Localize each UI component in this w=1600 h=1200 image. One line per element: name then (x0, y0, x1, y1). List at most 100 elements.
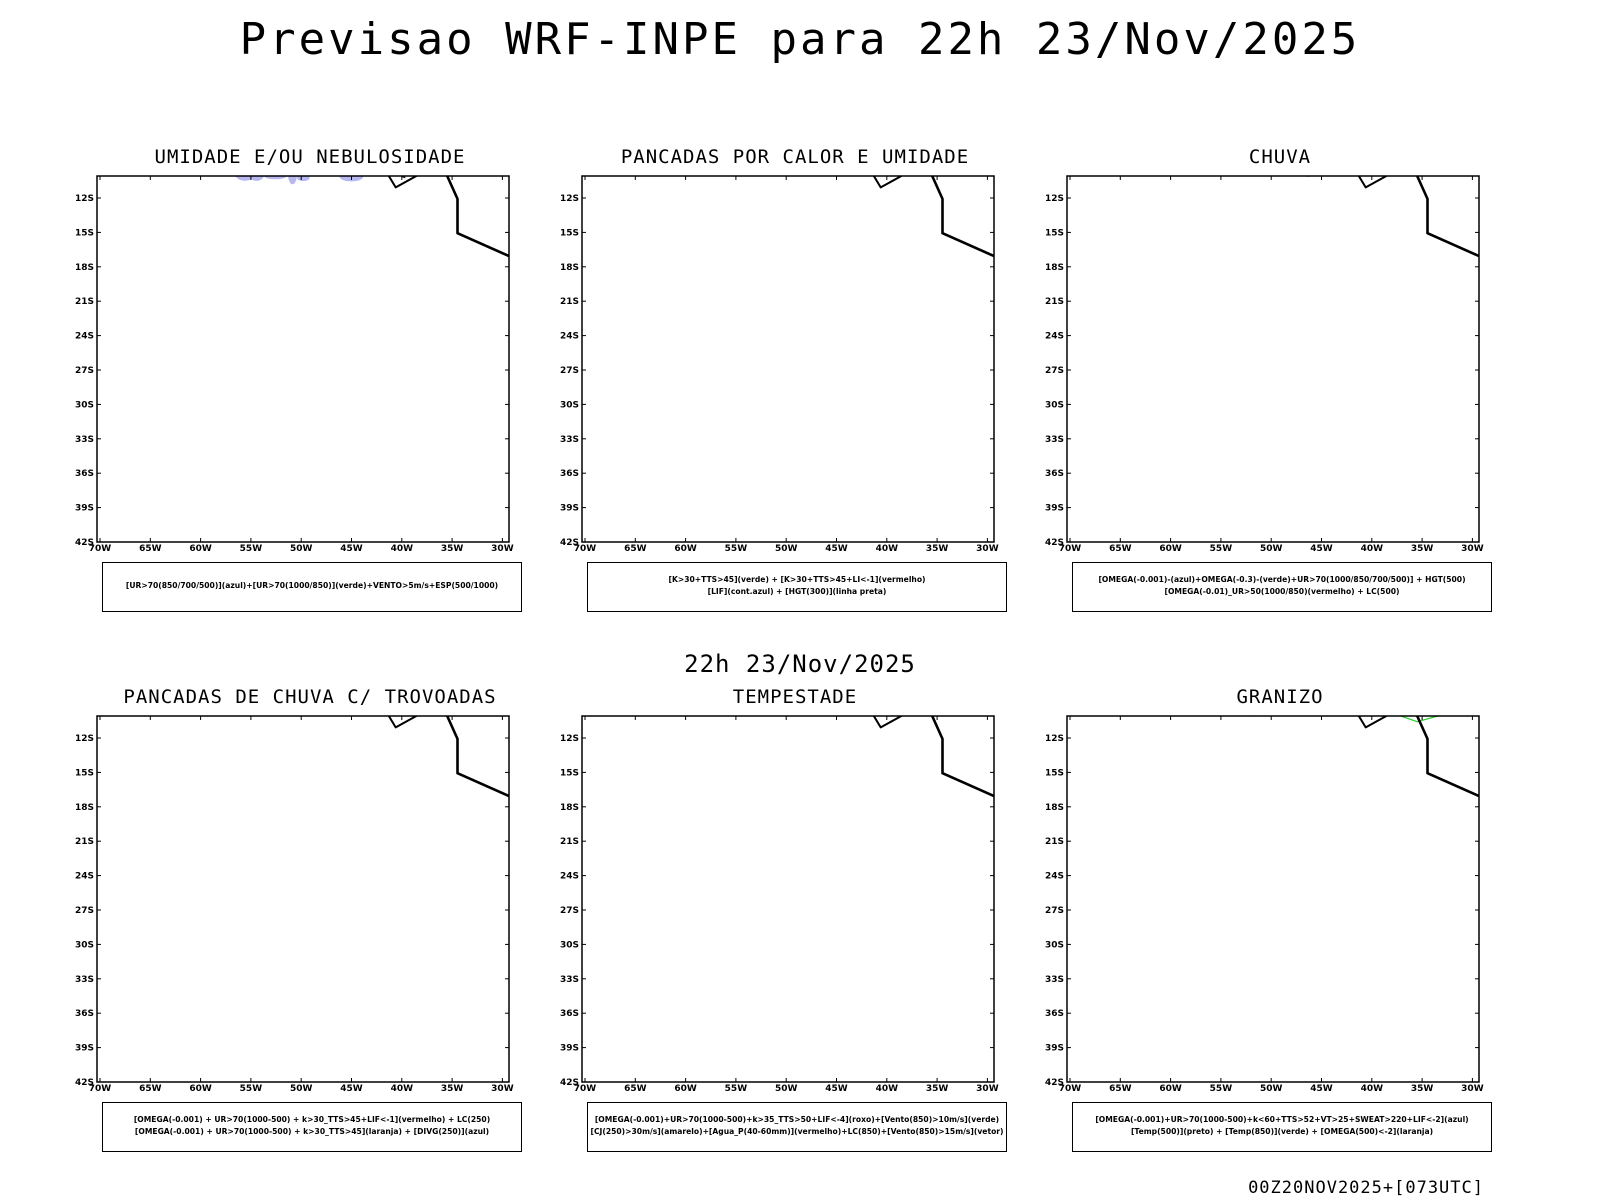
legend-box: [OMEGA(-0.001)+UR>70(1000-500)+k>35_TTS>… (587, 1102, 1007, 1152)
lon-tick-label: 50W (1260, 544, 1283, 554)
lat-tick-label: 24S (560, 872, 579, 882)
panel-title: TEMPESTADE (732, 686, 858, 708)
lon-tick-label: 55W (725, 544, 748, 554)
lat-tick-label: 18S (560, 803, 579, 813)
lon-tick-label: 55W (1210, 544, 1233, 554)
lat-tick-label: 18S (75, 803, 94, 813)
map-frame (96, 175, 510, 543)
lat-tick-label: 39S (1045, 504, 1064, 514)
lat-tick-label: 12S (560, 734, 579, 744)
lon-tick-label: 40W (1361, 544, 1384, 554)
lat-tick-label: 33S (75, 435, 94, 445)
lat-tick-label: 39S (75, 504, 94, 514)
lat-tick-label: 33S (560, 975, 579, 985)
lon-tick-label: 30W (976, 1084, 999, 1094)
map-panel: PANCADAS DE CHUVA C/ TROVOADAS 12S 15S 18S 2… (75, 686, 545, 1161)
lat-tick-label: 15S (75, 228, 94, 238)
panel-title: PANCADAS DE CHUVA C/ TROVOADAS (123, 686, 497, 708)
lat-tick-label: 39S (75, 1044, 94, 1054)
lat-tick-label: 30S (560, 400, 579, 410)
lat-tick-label: 42S (560, 538, 579, 548)
lat-tick-label: 30S (75, 400, 94, 410)
lat-tick-label: 36S (1045, 1009, 1064, 1019)
lon-tick-label: 65W (624, 1084, 647, 1094)
lon-tick-label: 30W (1461, 1084, 1484, 1094)
lon-tick-label: 40W (876, 1084, 899, 1094)
legend-text: [OMEGA(-0.001)-(azul)+OMEGA(-0.3)-(verde… (1098, 575, 1466, 584)
main-title: Previsao WRF-INPE para 22h 23/Nov/2025 (239, 14, 1361, 65)
lat-tick-label: 12S (1045, 194, 1064, 204)
legend-text: [OMEGA(-0.001) + UR>70(1000-500) + k>30_… (133, 1115, 491, 1124)
forecast-map: 40404012S15S18S21S24S27S30S33S36S39S42S7… (560, 715, 999, 1094)
lon-tick-label: 30W (976, 544, 999, 554)
lon-tick-label: 65W (139, 1084, 162, 1094)
lat-tick-label: 12S (75, 734, 94, 744)
lon-tick-label: 35W (441, 544, 464, 554)
lon-tick-label: 35W (926, 544, 949, 554)
lon-tick-label: 55W (240, 544, 263, 554)
legend-text: [UR>70(850/700/500)](azul)+[UR>70(1000/8… (125, 581, 499, 590)
lat-tick-label: 15S (560, 228, 579, 238)
lat-tick-label: 42S (1045, 1078, 1064, 1088)
lon-tick-label: 70W (574, 1084, 597, 1094)
lon-tick-label: 45W (340, 544, 363, 554)
map-panel: GRANIZO -9-12-12-15-15-18-18-21-241512963… (1045, 686, 1515, 1161)
map-frame (96, 715, 510, 1083)
legend-text: [OMEGA(-0.01)_UR>50(1000/850)(vermelho) … (1164, 587, 1400, 596)
legend-text: [LIF](cont.azul) + [HGT(300)](linha pret… (707, 587, 887, 596)
lat-tick-label: 18S (75, 263, 94, 273)
lat-tick-label: 18S (560, 263, 579, 273)
lon-tick-label: 70W (89, 1084, 112, 1094)
lat-tick-label: 36S (75, 1009, 94, 1019)
lat-tick-label: 42S (560, 1078, 579, 1088)
lat-tick-label: 24S (75, 332, 94, 342)
lat-tick-label: 36S (1045, 469, 1064, 479)
lon-tick-label: 60W (189, 1084, 212, 1094)
lat-tick-label: 30S (1045, 940, 1064, 950)
panel-title: UMIDADE E/OU NEBULOSIDADE (154, 146, 466, 168)
lat-tick-label: 42S (75, 538, 94, 548)
map-panel: UMIDADE E/OU NEBULOSIDADE 101210121012101… (75, 146, 545, 621)
panel-title: CHUVA (1248, 146, 1312, 168)
lon-tick-label: 60W (189, 544, 212, 554)
lat-tick-label: 33S (1045, 435, 1064, 445)
lon-tick-label: 40W (391, 1084, 414, 1094)
map-frame (581, 175, 995, 543)
lat-tick-label: 21S (1045, 837, 1064, 847)
map-frame (1066, 715, 1480, 1083)
lat-tick-label: 39S (1045, 1044, 1064, 1054)
lon-tick-label: 50W (1260, 1084, 1283, 1094)
legend-text: [OMEGA(-0.001) + UR>70(1000-500) + k>30_… (134, 1127, 490, 1136)
legend-box: [UR>70(850/700/500)](azul)+[UR>70(1000/8… (102, 562, 522, 612)
legend-text: [K>30+TTS>45](verde) + [K>30+TTS>45+LI<-… (668, 575, 926, 584)
lon-tick-label: 55W (240, 1084, 263, 1094)
lon-tick-label: 70W (1059, 544, 1082, 554)
lon-tick-label: 45W (1310, 544, 1333, 554)
lat-tick-label: 36S (560, 1009, 579, 1019)
lat-tick-label: 42S (75, 1078, 94, 1088)
lon-tick-label: 45W (825, 1084, 848, 1094)
lon-tick-label: 40W (1361, 1084, 1384, 1094)
lat-tick-label: 18S (1045, 263, 1064, 273)
legend-text: [OMEGA(-0.001)+UR>70(1000-500)+k>35_TTS>… (594, 1115, 1000, 1124)
lon-tick-label: 65W (1109, 1084, 1132, 1094)
lon-tick-label: 50W (290, 1084, 313, 1094)
lon-tick-label: 60W (674, 1084, 697, 1094)
lon-tick-label: 50W (775, 1084, 798, 1094)
lat-tick-label: 27S (75, 906, 94, 916)
lat-tick-label: 27S (1045, 366, 1064, 376)
forecast-map: -9-12-12-15-15-18-18-21-24151296312S15S1… (1045, 715, 1484, 1094)
panel-title: GRANIZO (1236, 686, 1324, 708)
forecast-map: 5855825825825795765765735705675645615585… (1045, 175, 1484, 554)
map-panel: TEMPESTADE40404012S15S18S21S24S27S30S33S… (560, 686, 1030, 1161)
lon-tick-label: 60W (674, 544, 697, 554)
lon-tick-label: 40W (391, 544, 414, 554)
lat-tick-label: 42S (1045, 538, 1064, 548)
lat-tick-label: 24S (75, 872, 94, 882)
panel-title: PANCADAS POR CALOR E UMIDADE (620, 146, 970, 168)
lon-tick-label: 45W (340, 1084, 363, 1094)
lat-tick-label: 30S (75, 940, 94, 950)
lat-tick-label: 21S (75, 297, 94, 307)
lon-tick-label: 40W (876, 544, 899, 554)
